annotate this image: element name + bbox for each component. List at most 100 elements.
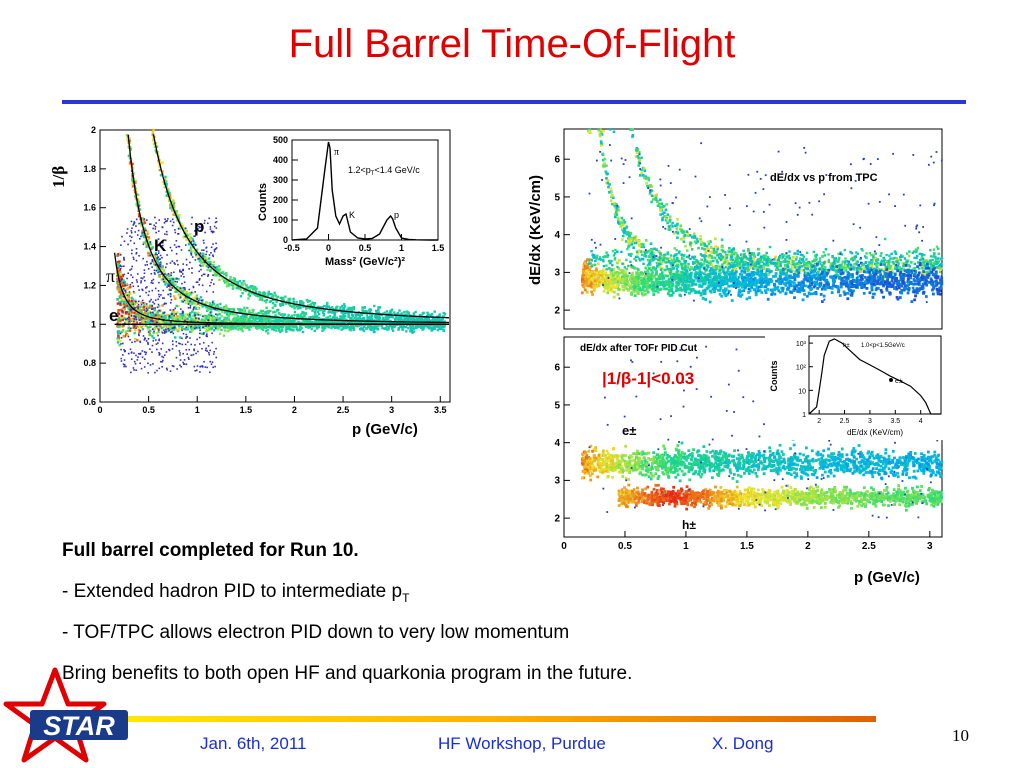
beta-cell-3235 [343, 316, 346, 319]
beta-cell-516 [225, 284, 229, 288]
beta-cell-3506 [183, 287, 185, 289]
beta-cell-3357 [121, 318, 124, 322]
beta-cell-3902 [203, 261, 206, 264]
dedx1-cell-33 [893, 256, 896, 260]
beta-cell-3405 [149, 333, 152, 336]
beta-cell-3260 [258, 319, 261, 323]
beta-cell-2824 [208, 318, 212, 321]
beta-cell-1272 [326, 316, 330, 319]
beta-cell-2404 [140, 318, 143, 322]
beta-cell-1860 [275, 317, 279, 320]
beta-cell-3527 [170, 289, 172, 291]
beta-cell-654 [418, 316, 421, 319]
beta-cell-188 [303, 311, 306, 315]
beta-cell-1495 [201, 304, 204, 307]
beta-cell-3250 [204, 325, 207, 328]
beta-cell-629 [274, 294, 277, 297]
beta-cell-3588 [135, 259, 138, 262]
beta-cell-184 [222, 270, 225, 274]
beta-cell-1566 [253, 316, 257, 320]
beta-cell-1360 [156, 262, 159, 265]
beta-cell-3710 [199, 371, 201, 373]
beta-cell-2798 [156, 310, 160, 313]
beta-cell-1288 [158, 273, 161, 277]
beta-cell-3133 [409, 330, 412, 333]
beta-cell-1041 [186, 296, 189, 300]
beta-cell-3638 [142, 231, 144, 234]
dedx1-cell-587 [632, 246, 635, 249]
beta-cell-393 [377, 306, 380, 309]
beta-cell-2440 [167, 316, 171, 319]
beta-cell-3411 [285, 330, 288, 333]
beta-cell-1366 [264, 311, 267, 314]
dedx1-cell-36 [648, 192, 652, 196]
beta-cell-1888 [179, 319, 183, 322]
beta-cell-640 [230, 283, 233, 287]
beta-cell-448 [169, 203, 172, 206]
beta-cell-3833 [184, 343, 187, 346]
beta-cell-4151 [200, 365, 202, 368]
beta-cell-3614 [169, 279, 171, 282]
dedx1-cell-278 [918, 265, 921, 268]
beta-cell-2402 [426, 326, 430, 329]
beta-cell-741 [218, 268, 222, 271]
beta-cell-4079 [206, 333, 208, 335]
beta-cell-2652 [179, 315, 183, 318]
beta-cell-3825 [180, 249, 183, 251]
beta-cell-3401 [141, 327, 145, 331]
beta-cell-975 [414, 325, 417, 328]
beta-cell-2540 [147, 310, 150, 313]
beta-cell-2275 [171, 325, 175, 329]
beta-cell-3885 [164, 266, 167, 269]
beta-cell-3164 [194, 318, 197, 321]
beta-cell-1276 [189, 301, 192, 304]
beta-cell-4010 [134, 340, 136, 343]
beta-cell-3112 [185, 322, 188, 325]
beta-cell-2811 [253, 313, 257, 316]
beta-cell-1548 [146, 245, 150, 248]
beta-cell-2719 [179, 318, 182, 321]
beta-cell-3707 [205, 250, 208, 253]
beta-cell-3912 [151, 344, 154, 347]
beta-cell-2873 [143, 311, 147, 314]
dedx1-cell-157 [834, 257, 838, 260]
dedx1-cell-390 [864, 267, 868, 271]
beta-cell-2213 [287, 325, 290, 329]
beta-cell-833 [195, 307, 198, 310]
beta-cell-3735 [171, 260, 174, 263]
beta-cell-3130 [152, 331, 155, 335]
dedx1-cell-607 [623, 229, 627, 232]
beta-cell-2343 [391, 329, 395, 333]
beta-cell-4029 [167, 327, 170, 330]
beta-cell-2786 [210, 325, 213, 329]
beta-cell-3734 [189, 305, 192, 307]
dedx1-cell-672 [746, 263, 750, 266]
dedx1-cell-576 [639, 250, 643, 253]
dedx1-cell-395 [741, 254, 744, 258]
beta-cell-4138 [129, 235, 131, 238]
beta-cell-2869 [357, 317, 360, 320]
beta-cell-684 [253, 293, 257, 296]
beta-cell-1518 [160, 266, 163, 269]
beta-cell-209 [293, 307, 296, 310]
beta-cell-3594 [209, 360, 212, 363]
beta-cell-2921 [119, 273, 123, 276]
beta-cell-3963 [141, 350, 144, 352]
dedx1-cell-569 [613, 201, 617, 205]
beta-cell-3151 [164, 321, 168, 324]
beta-cell-292 [438, 313, 441, 316]
beta-cell-1006 [187, 295, 191, 298]
beta-cell-4076 [193, 235, 195, 238]
beta-cell-3761 [213, 225, 216, 228]
beta-cell-276 [225, 274, 228, 277]
beta-cell-656 [166, 187, 169, 191]
beta-cell-676 [237, 286, 240, 289]
beta-cell-3570 [202, 273, 205, 276]
beta-cell-4022 [122, 354, 124, 356]
beta-cell-3548 [155, 343, 158, 345]
beta-cell-3365 [203, 319, 206, 323]
beta-cell-3417 [354, 324, 358, 328]
beta-cell-2698 [251, 324, 255, 327]
beta-cell-3729 [162, 289, 165, 292]
beta-cell-3937 [174, 326, 176, 329]
